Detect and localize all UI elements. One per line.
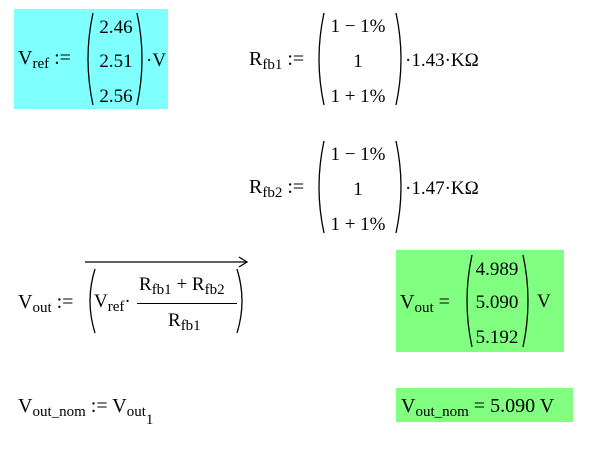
rfb2-unit: ·1.47·KΩ <box>405 178 479 199</box>
vout-def-name: V <box>18 291 33 313</box>
rfb1-assign-op: := <box>287 48 305 70</box>
rfb2-value-1: 1 − 1% <box>330 144 386 165</box>
vref-name: V <box>18 47 33 69</box>
vref-value-1: 2.46 <box>99 17 133 38</box>
vout-def-subscript: out <box>32 300 52 316</box>
multiply-dot: · <box>124 291 131 312</box>
vout-result-name: V <box>400 291 415 313</box>
rfb2-value-2: 1 <box>353 179 363 200</box>
rfb1-right-paren <box>395 12 402 106</box>
rfb2-subscript: fb2 <box>262 185 283 201</box>
vout-nom-def-assign-op: := <box>90 395 108 417</box>
vout-nom-result-name: V <box>401 395 416 417</box>
vout-nom-def: Vout_nom := Vout1 <box>18 395 153 428</box>
vref-assign-op: := <box>54 47 71 69</box>
den-name: R <box>168 310 181 331</box>
vout-result-right-paren <box>522 254 529 348</box>
vout-nom-result-value: 5.090 <box>490 395 536 417</box>
vout-result-value-1: 4.989 <box>475 259 519 280</box>
vout-result-equals: = <box>438 291 450 313</box>
vout-def-assign-op: := <box>56 291 74 313</box>
vout-def-vref: Vref· <box>94 291 131 315</box>
vref-value-3: 2.56 <box>99 86 133 107</box>
vout-nom-result-expr: Vout_nom = 5.090 V <box>401 395 555 420</box>
rfb2-left-paren <box>318 140 325 234</box>
rfb2-assign-op: := <box>287 176 305 198</box>
vref-subscript: ref <box>32 56 50 72</box>
rfb2-name: R <box>249 176 263 198</box>
vref-unit: ·V <box>146 50 167 71</box>
den-subscript: fb1 <box>180 318 201 334</box>
vout-result-left-paren <box>466 254 473 348</box>
rfb2-right-paren <box>395 140 402 234</box>
rfb1-value-1: 1 − 1% <box>330 16 386 37</box>
vout-result-subscript: out <box>414 300 434 316</box>
vout-def-left-paren <box>89 268 96 334</box>
vout-def-numerator: Rfb1 + Rfb2 <box>139 274 225 298</box>
num-r1-subscript: fb1 <box>151 282 172 298</box>
vout-nom-result-equals: = <box>473 395 486 417</box>
vout-nom-def-rhs-name: V <box>112 395 127 417</box>
vout-nom-def-name: V <box>18 395 33 417</box>
fraction-bar <box>137 303 237 304</box>
vout-nom-result-subscript: out_nom <box>415 404 469 420</box>
vref-value-2: 2.51 <box>99 51 133 72</box>
rfb1-name: R <box>249 48 263 70</box>
rfb1-left-paren <box>318 12 325 106</box>
vout-def-vref-name: V <box>94 291 108 312</box>
vout-def-vref-subscript: ref <box>107 299 125 315</box>
num-r1-name: R <box>139 274 152 295</box>
num-r2-subscript: fb2 <box>204 282 225 298</box>
vref-label: Vref := <box>18 47 71 72</box>
vout-nom-result[interactable] <box>396 388 573 422</box>
vout-nom-result-unit: V <box>539 395 555 417</box>
rfb1-unit: ·1.43·KΩ <box>405 50 479 71</box>
vectorize-arrow-icon <box>85 256 249 268</box>
rfb2-value-3: 1 + 1% <box>330 214 386 235</box>
num-r2-name: R <box>191 274 205 295</box>
rfb1-value-3: 1 + 1% <box>330 86 386 107</box>
vref-left-paren <box>87 12 94 106</box>
plus-op: + <box>176 274 188 295</box>
vout-nom-def-rhs-index: 1 <box>145 412 154 428</box>
vout-result-value-2: 5.090 <box>475 292 519 313</box>
vref-right-paren <box>136 12 143 106</box>
rfb1-label: Rfb1 := <box>249 48 305 73</box>
vout-def-label: Vout := <box>18 291 74 316</box>
vout-result-value-3: 5.192 <box>475 327 519 348</box>
vout-result-label: Vout = <box>400 291 450 316</box>
vout-nom-def-subscript: out_nom <box>32 404 86 420</box>
vout-def-denominator: Rfb1 <box>168 310 201 334</box>
vout-result-unit: V <box>537 291 551 312</box>
vout-nom-def-rhs-subscript: out <box>126 404 146 420</box>
vout-def-right-paren <box>236 268 243 334</box>
rfb1-value-2: 1 <box>353 51 363 72</box>
vout-result[interactable] <box>396 250 564 352</box>
rfb2-label: Rfb2 := <box>249 176 305 201</box>
rfb1-subscript: fb1 <box>262 57 283 73</box>
